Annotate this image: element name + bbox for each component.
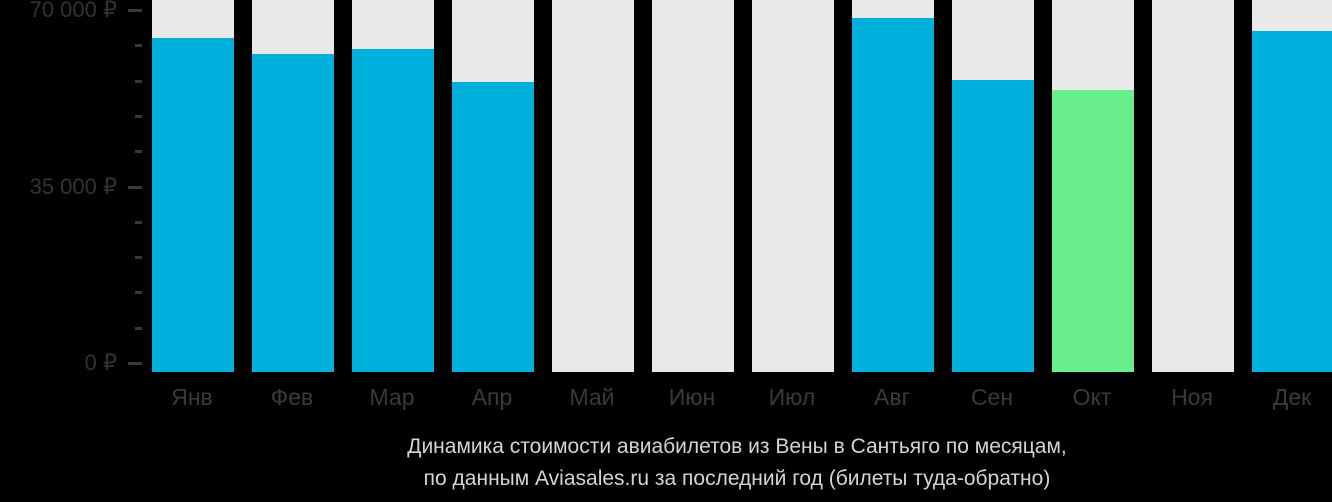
x-axis-label-mar: Мар <box>369 384 415 410</box>
column-background-jun <box>652 0 734 372</box>
y-minor-tick-63000 <box>135 44 142 47</box>
plot-area <box>142 0 1332 372</box>
x-axis-label-dec: Дек <box>1272 384 1312 410</box>
column-background-jul <box>752 0 834 372</box>
chart-caption: Динамика стоимости авиабилетов из Вены в… <box>142 431 1332 495</box>
month-column-feb <box>242 0 342 372</box>
y-minor-tick-42000 <box>135 150 142 153</box>
price-bar-dec[interactable] <box>1252 31 1332 372</box>
month-column-nov <box>1142 0 1242 372</box>
month-column-dec <box>1242 0 1332 372</box>
caption-line-2: по данным Aviasales.ru за последний год … <box>423 467 1051 490</box>
x-axis-label-feb: Фев <box>270 384 314 410</box>
month-column-apr <box>442 0 542 372</box>
month-column-sep <box>942 0 1042 372</box>
x-axis-label-nov: Ноя <box>1171 384 1213 410</box>
caption-line-1: Динамика стоимости авиабилетов из Вены в… <box>407 435 1067 458</box>
price-bar-feb[interactable] <box>252 54 334 372</box>
x-axis-label-aug: Авг <box>874 384 910 410</box>
price-bar-apr[interactable] <box>452 82 534 372</box>
price-bar-aug[interactable] <box>852 18 934 372</box>
month-column-may <box>542 0 642 372</box>
y-axis-label-70000: 70 000 ₽ <box>29 0 117 22</box>
y-minor-tick-49000 <box>135 115 142 118</box>
price-bar-sep[interactable] <box>952 80 1034 372</box>
y-minor-tick-14000 <box>135 291 142 294</box>
month-column-jun <box>642 0 742 372</box>
x-axis-label-sep: Сен <box>970 384 1014 410</box>
month-column-jul <box>742 0 842 372</box>
y-minor-tick-21000 <box>135 256 142 259</box>
y-minor-tick-56000 <box>135 80 142 83</box>
price-bar-mar[interactable] <box>352 49 434 372</box>
x-axis-label-oct: Окт <box>1072 384 1112 410</box>
month-column-jan <box>142 0 242 372</box>
y-axis-label-35000: 35 000 ₽ <box>29 174 117 199</box>
y-major-tick-35000 <box>128 186 142 189</box>
price-bar-oct-lowest[interactable] <box>1052 90 1134 372</box>
y-major-tick-0 <box>128 362 142 365</box>
x-axis-label-jul: Июл <box>768 384 816 410</box>
price-bar-jan[interactable] <box>152 38 234 372</box>
column-background-nov <box>1152 0 1234 372</box>
month-column-oct <box>1042 0 1142 372</box>
x-axis-label-jun: Июн <box>668 384 716 410</box>
x-axis-label-jan: Янв <box>171 384 213 410</box>
y-minor-tick-7000 <box>135 327 142 330</box>
x-axis-label-may: Май <box>569 384 615 410</box>
y-minor-tick-28000 <box>135 221 142 224</box>
month-column-aug <box>842 0 942 372</box>
column-background-may <box>552 0 634 372</box>
y-axis-label-0: 0 ₽ <box>84 350 117 375</box>
month-column-mar <box>342 0 442 372</box>
x-axis-label-apr: Апр <box>471 384 513 410</box>
y-major-tick-70000 <box>128 9 142 12</box>
